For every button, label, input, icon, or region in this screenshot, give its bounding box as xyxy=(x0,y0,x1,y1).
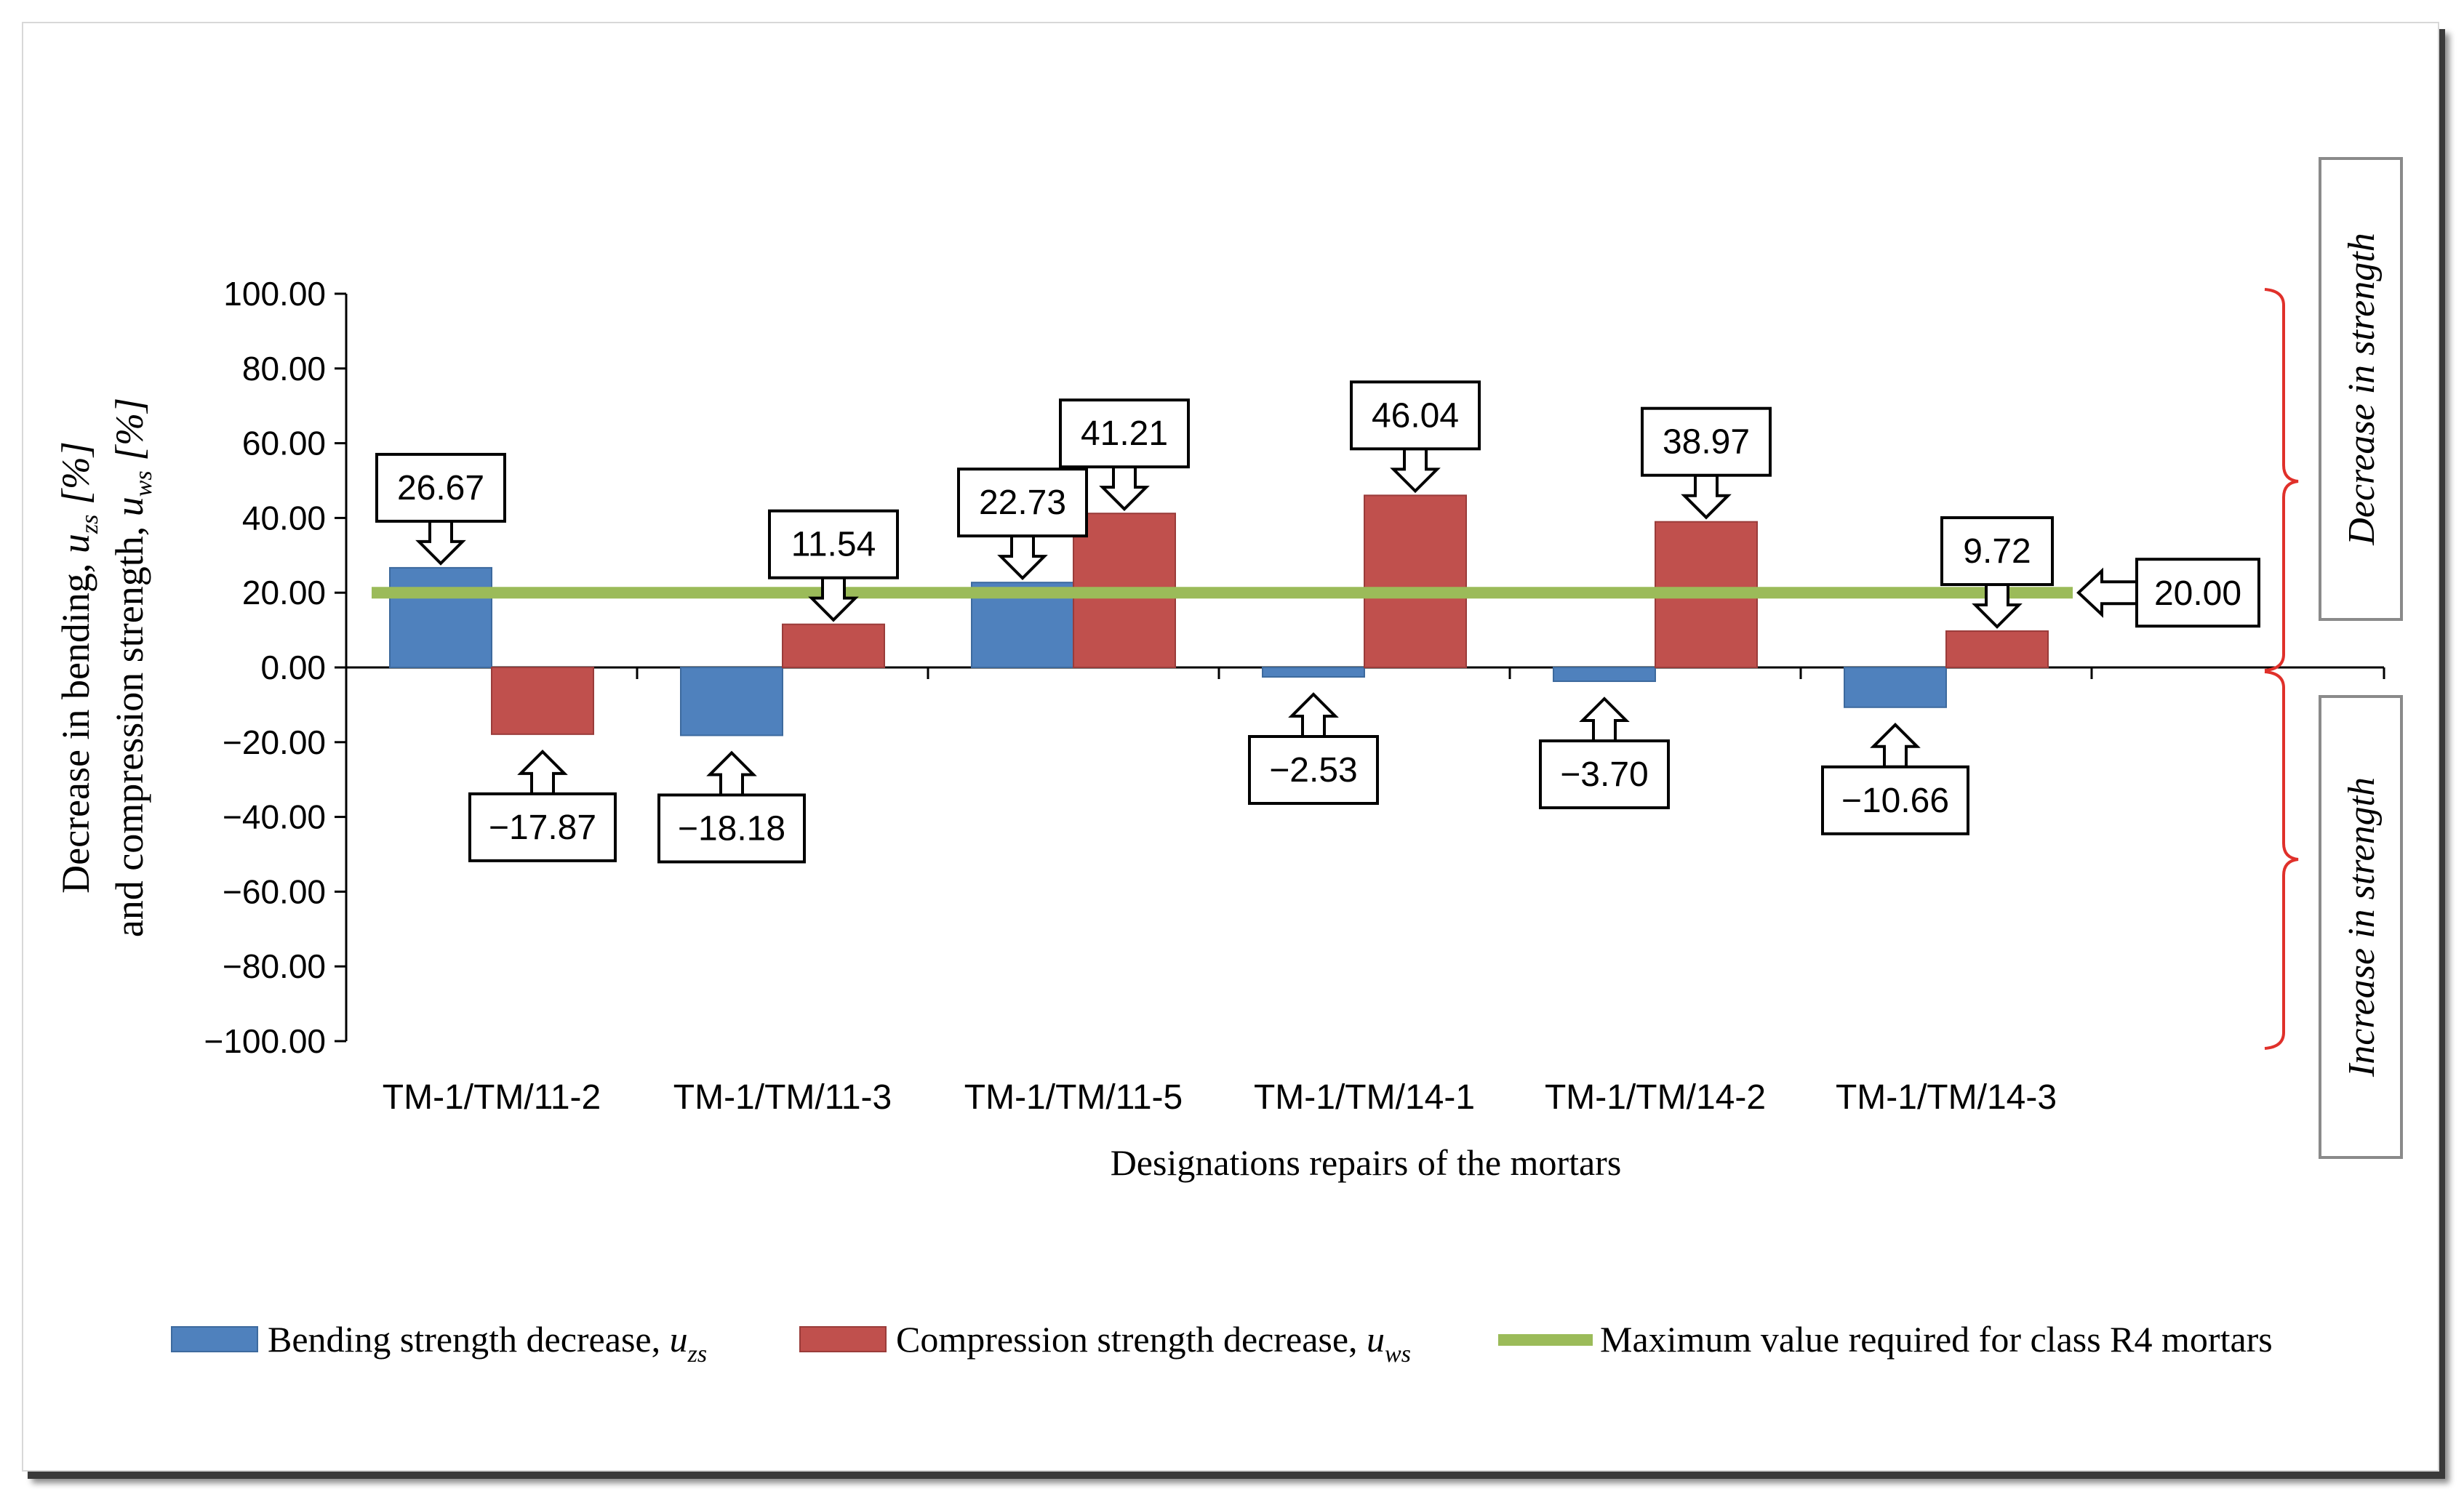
callout-box xyxy=(1248,735,1379,806)
y-tick-label: −100.00 xyxy=(204,1022,326,1060)
callout-arrow xyxy=(1288,692,1339,739)
upper-brace xyxy=(2264,288,2299,672)
y-tick-label: 100.00 xyxy=(223,275,326,313)
callout-arrow xyxy=(1390,447,1441,494)
bending-data-label: −18.18 xyxy=(678,809,785,848)
reference-value-label: 20.00 xyxy=(2154,574,2241,613)
bending-bar xyxy=(1553,667,1656,683)
callout-box xyxy=(1059,398,1190,469)
callout-box xyxy=(468,792,617,862)
compression-bar xyxy=(782,623,885,668)
bending-bar xyxy=(1844,667,1947,708)
legend-label: Compression strength decrease, uws xyxy=(896,1319,1411,1368)
lower-brace xyxy=(2264,670,2299,1050)
y-tick-label: 40.00 xyxy=(242,499,326,537)
y-tick-label: −60.00 xyxy=(223,872,326,910)
compression-data-label: 41.21 xyxy=(1081,414,1168,453)
y-tick-label: 60.00 xyxy=(242,425,326,462)
callout-box xyxy=(657,793,806,864)
callout-arrow xyxy=(1972,583,2023,629)
callout-arrow xyxy=(415,519,466,566)
legend-swatch xyxy=(799,1326,887,1352)
legend-swatch xyxy=(171,1326,258,1352)
y-tick-label: −80.00 xyxy=(223,947,326,985)
y-tick-label: 20.00 xyxy=(242,574,326,611)
callout-arrow xyxy=(997,534,1048,580)
lower-region-label: Increase in strength xyxy=(2341,777,2383,1077)
category-label: TM-1/TM/14-1 xyxy=(1254,1078,1475,1117)
callout-arrow xyxy=(1870,722,1921,768)
bending-data-label: −3.70 xyxy=(1560,755,1648,794)
compression-data-label: −17.87 xyxy=(489,808,596,847)
category-label: TM-1/TM/14-3 xyxy=(1836,1078,2057,1117)
compression-data-label: 11.54 xyxy=(791,526,876,564)
bending-bar xyxy=(1262,667,1365,678)
callout-box xyxy=(1350,380,1481,451)
y-tick-label: −20.00 xyxy=(223,723,326,761)
callout-box xyxy=(1821,765,1969,835)
bending-bar xyxy=(389,566,492,668)
y-axis-title-line2: and compression strength, uws [%] xyxy=(108,398,157,937)
figure-frame xyxy=(22,22,2439,1472)
legend-label: Bending strength decrease, uzs xyxy=(268,1319,707,1368)
lower-region-box xyxy=(2319,695,2403,1159)
callout-arrow xyxy=(1681,473,1732,520)
reference-callout-arrow xyxy=(2076,567,2138,618)
callout-box xyxy=(1539,739,1670,810)
compression-bar xyxy=(1945,630,2049,668)
category-label: TM-1/TM/11-5 xyxy=(964,1078,1183,1117)
bending-data-label: 26.67 xyxy=(397,469,484,507)
callout-arrow xyxy=(1579,697,1630,743)
upper-region-box xyxy=(2319,157,2403,621)
y-tick-label: −40.00 xyxy=(223,798,326,836)
bending-data-label: 22.73 xyxy=(979,483,1066,522)
callout-box xyxy=(1940,516,2054,587)
y-tick-label: 0.00 xyxy=(260,649,326,686)
compression-bar xyxy=(1364,494,1467,668)
callout-arrow xyxy=(706,750,757,797)
compression-data-label: 9.72 xyxy=(1963,532,2031,571)
callout-box xyxy=(1641,406,1772,477)
y-axis-title-line1: Decrease in bending, uzs [%] xyxy=(54,441,103,894)
callout-box xyxy=(957,467,1088,538)
bending-data-label: −2.53 xyxy=(1269,751,1357,790)
callout-box xyxy=(375,452,506,523)
category-label: TM-1/TM/11-3 xyxy=(673,1078,892,1117)
bending-data-label: −10.66 xyxy=(1841,782,1949,820)
upper-region-label: Decrease in strength xyxy=(2341,233,2383,545)
category-label: TM-1/TM/14-2 xyxy=(1545,1078,1766,1117)
compression-bar xyxy=(491,667,594,735)
callout-arrow xyxy=(808,576,859,622)
bending-bar xyxy=(680,667,783,737)
callout-arrow xyxy=(1099,465,1150,512)
category-label: TM-1/TM/11-2 xyxy=(383,1078,601,1117)
legend-label: Maximum value required for class R4 mort… xyxy=(1600,1319,2273,1360)
reference-callout-box xyxy=(2135,558,2260,628)
y-tick-label: 80.00 xyxy=(242,350,326,388)
x-axis-title: Designations repairs of the mortars xyxy=(1111,1142,1622,1183)
compression-data-label: 46.04 xyxy=(1372,396,1459,435)
callout-arrow xyxy=(517,750,568,795)
callout-box xyxy=(768,509,899,579)
compression-data-label: 38.97 xyxy=(1663,423,1750,462)
